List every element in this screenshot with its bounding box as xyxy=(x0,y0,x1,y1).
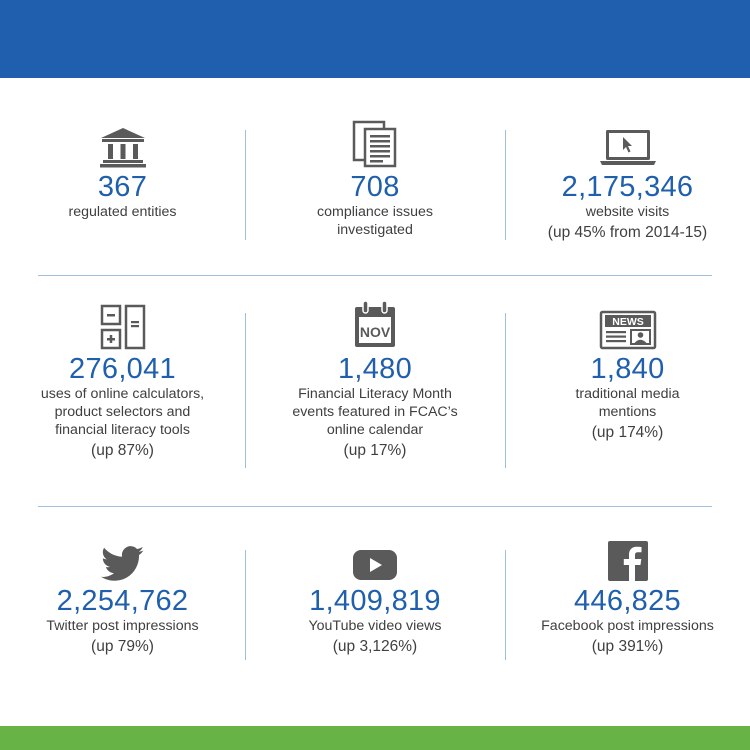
stat-number: 367 xyxy=(97,171,148,203)
stat-change: (up 79%) xyxy=(91,638,154,655)
stat-twitter-impressions: 2,254,762 Twitter post impressions (up 7… xyxy=(0,532,245,682)
facebook-f-icon xyxy=(607,541,648,581)
stat-facebook-impressions: 446,825 Facebook post impressions (up 39… xyxy=(505,532,750,682)
stat-regulated-entities: 367 regulated entities xyxy=(0,118,245,258)
stat-media-mentions: NEWS 1,840 traditional media mentions (u… xyxy=(505,300,750,490)
horizontal-divider xyxy=(38,275,712,276)
stat-caption: traditional media mentions xyxy=(575,386,680,420)
vertical-divider xyxy=(245,130,246,240)
stat-number: 2,175,346 xyxy=(561,171,694,203)
horizontal-divider xyxy=(38,506,712,507)
vertical-divider xyxy=(505,313,506,468)
stat-number: 1,480 xyxy=(337,353,413,385)
stat-number: 446,825 xyxy=(574,585,681,617)
vertical-divider xyxy=(245,550,246,660)
bank-building-icon xyxy=(99,128,146,168)
stats-row-2: 276,041 uses of online calculators, prod… xyxy=(0,300,750,490)
newspaper-label-text: NEWS xyxy=(612,316,644,328)
stat-online-tools: 276,041 uses of online calculators, prod… xyxy=(0,300,245,490)
vertical-divider xyxy=(505,550,506,660)
stats-row-3: 2,254,762 Twitter post impressions (up 7… xyxy=(0,532,750,682)
stat-number: 708 xyxy=(350,171,400,203)
stat-caption: Twitter post impressions xyxy=(46,618,199,634)
stat-youtube-views: 1,409,819 YouTube video views (up 3,126%… xyxy=(245,532,505,682)
vertical-divider xyxy=(505,130,506,240)
stat-caption: YouTube video views xyxy=(308,618,442,634)
stat-caption: compliance issues investigated xyxy=(317,204,433,238)
stat-change: (up 17%) xyxy=(343,442,407,459)
stats-row-1: 367 regulated entities 708 compliance is… xyxy=(0,118,750,258)
stat-change: (up 3,126%) xyxy=(332,638,418,655)
stat-caption: regulated entities xyxy=(68,204,177,220)
calendar-nov-icon: NOV xyxy=(355,300,395,347)
stat-flm-events: NOV 1,480 Financial Literacy Month event… xyxy=(245,300,505,490)
youtube-play-icon xyxy=(353,550,397,580)
calendar-month-text: NOV xyxy=(360,324,391,340)
stat-website-visits: 2,175,346 website visits (up 45% from 20… xyxy=(505,118,750,258)
header-band xyxy=(0,0,750,78)
vertical-divider xyxy=(245,313,246,468)
stat-caption: website visits xyxy=(585,204,670,220)
stat-compliance-issues: 708 compliance issues investigated xyxy=(245,118,505,258)
stat-change: (up 87%) xyxy=(91,442,154,459)
stat-number: 1,840 xyxy=(590,353,665,385)
stat-caption: Financial Literacy Month events featured… xyxy=(292,386,458,438)
stat-caption: uses of online calculators, product sele… xyxy=(40,386,205,438)
twitter-bird-icon xyxy=(100,546,144,581)
laptop-cursor-icon xyxy=(599,130,656,165)
stat-caption: Facebook post impressions xyxy=(541,618,714,634)
stat-change: (up 174%) xyxy=(591,424,664,441)
calculator-icon xyxy=(100,304,145,350)
stat-number: 2,254,762 xyxy=(56,585,189,617)
stat-change: (up 391%) xyxy=(591,638,664,655)
stat-change: (up 45% from 2014-15) xyxy=(547,224,708,241)
stat-number: 1,409,819 xyxy=(309,585,441,617)
stat-number: 276,041 xyxy=(69,353,176,385)
footer-band xyxy=(0,726,750,750)
documents-icon xyxy=(352,120,397,168)
newspaper-icon: NEWS xyxy=(599,310,656,350)
